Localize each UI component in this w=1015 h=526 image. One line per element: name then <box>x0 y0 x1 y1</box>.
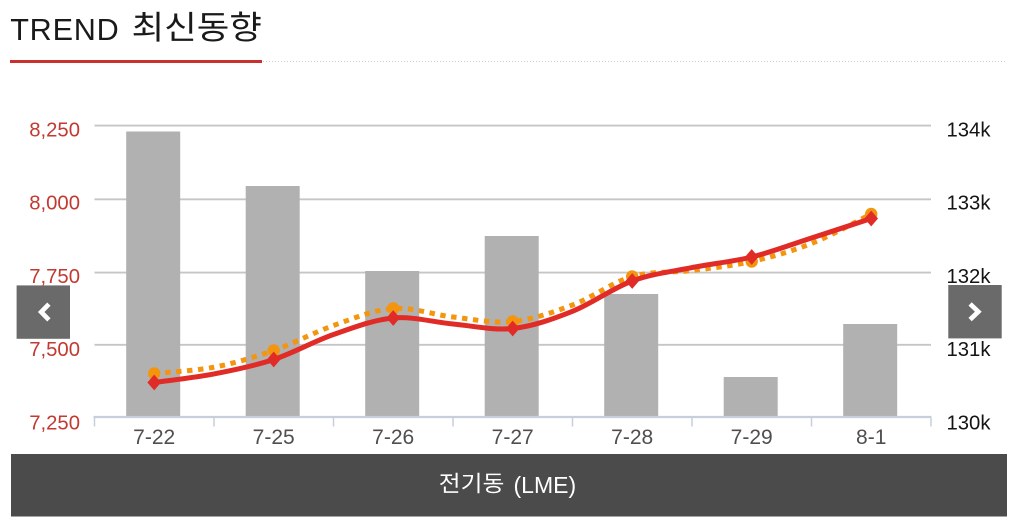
svg-text:130k: 130k <box>947 413 992 435</box>
svg-text:7,500: 7,500 <box>29 339 80 361</box>
svg-text:7-27: 7-27 <box>492 426 534 449</box>
svg-text:7-28: 7-28 <box>611 426 653 449</box>
svg-text:8-1: 8-1 <box>856 426 886 449</box>
svg-text:TREND: TREND <box>10 13 119 47</box>
svg-text:7-22: 7-22 <box>133 426 175 449</box>
svg-text:134k: 134k <box>947 119 992 141</box>
svg-text:7-25: 7-25 <box>253 426 295 449</box>
svg-text:7,250: 7,250 <box>29 413 80 435</box>
svg-text:8,250: 8,250 <box>29 119 80 141</box>
svg-text:(LME): (LME) <box>514 472 577 498</box>
svg-text:8,000: 8,000 <box>29 193 80 215</box>
svg-text:131k: 131k <box>947 339 992 361</box>
svg-text:7-29: 7-29 <box>731 426 773 449</box>
svg-text:132k: 132k <box>947 266 992 288</box>
svg-text:133k: 133k <box>947 193 992 215</box>
svg-text:7-26: 7-26 <box>372 426 414 449</box>
svg-text:7,750: 7,750 <box>29 266 80 288</box>
